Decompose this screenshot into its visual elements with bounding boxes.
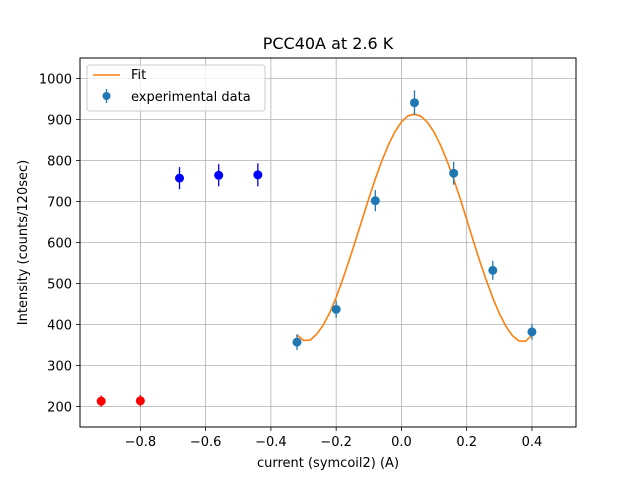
x-tick-label: 0.2 bbox=[456, 435, 477, 450]
x-tick-label: 0.0 bbox=[391, 435, 412, 450]
x-tick-label: −0.4 bbox=[255, 435, 287, 450]
data-point bbox=[214, 170, 224, 180]
y-tick-label: 300 bbox=[47, 360, 72, 375]
points-layer bbox=[96, 90, 537, 407]
grid bbox=[80, 58, 576, 427]
ticks: −0.8 −0.6 −0.4 −0.2 0.0 0.2 0.4 200 300 400 500 600… bbox=[39, 73, 542, 451]
data-point bbox=[135, 396, 145, 406]
data-point bbox=[292, 337, 302, 347]
data-point bbox=[527, 327, 537, 337]
data-point bbox=[96, 396, 106, 406]
y-tick-label: 1000 bbox=[39, 73, 72, 88]
y-tick-label: 700 bbox=[47, 196, 72, 211]
y-tick-label: 600 bbox=[47, 237, 72, 252]
data-point bbox=[253, 170, 263, 180]
y-tick-label: 500 bbox=[47, 278, 72, 293]
data-point bbox=[409, 98, 419, 108]
x-tick-label: −0.8 bbox=[125, 435, 157, 450]
x-tick-label: −0.2 bbox=[320, 435, 352, 450]
data-point bbox=[175, 173, 185, 183]
legend-data-swatch-marker bbox=[102, 92, 111, 100]
x-axis-label: current (symcoil2) (A) bbox=[257, 456, 399, 471]
y-tick-label: 900 bbox=[47, 114, 72, 129]
chart-title: PCC40A at 2.6 K bbox=[263, 34, 394, 53]
legend: Fit experimental data bbox=[86, 64, 266, 112]
data-point bbox=[488, 265, 498, 275]
legend-box bbox=[86, 64, 266, 112]
legend-fit-label: Fit bbox=[131, 68, 146, 83]
y-tick-label: 800 bbox=[47, 155, 72, 170]
data-point bbox=[331, 304, 341, 314]
y-axis-label: Intensity (counts/120sec) bbox=[16, 160, 31, 325]
data-point bbox=[370, 196, 380, 206]
y-tick-label: 400 bbox=[47, 319, 72, 334]
legend-data-label: experimental data bbox=[131, 90, 251, 105]
y-tick-label: 200 bbox=[47, 401, 72, 416]
x-tick-label: 0.4 bbox=[522, 435, 543, 450]
data-point bbox=[449, 168, 459, 178]
x-tick-label: −0.6 bbox=[190, 435, 222, 450]
